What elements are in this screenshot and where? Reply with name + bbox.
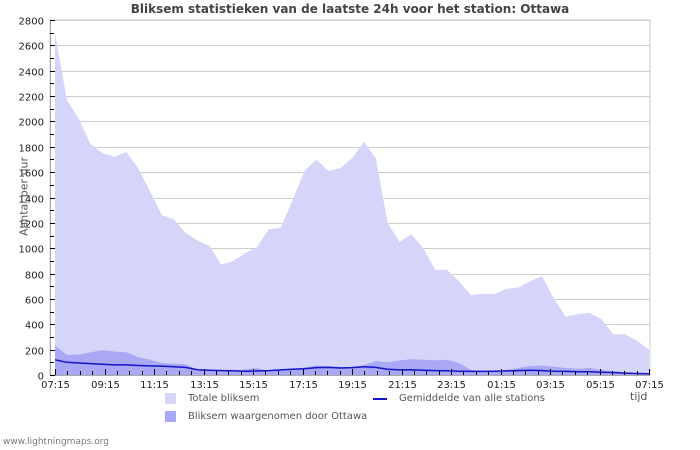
svg-text:07:15: 07:15: [41, 380, 70, 391]
svg-text:13:15: 13:15: [190, 380, 219, 391]
axes: [50, 20, 650, 376]
svg-text:09:15: 09:15: [91, 380, 120, 391]
legend-label-station: Bliksem waargenomen door Ottawa: [188, 411, 368, 422]
legend-swatch-station: [165, 411, 176, 422]
svg-text:400: 400: [25, 321, 44, 332]
svg-text:1200: 1200: [19, 220, 44, 231]
svg-text:23:15: 23:15: [437, 380, 466, 391]
svg-text:1400: 1400: [19, 195, 44, 206]
legend-item-average: Gemiddelde van alle stations: [373, 393, 545, 404]
legend-label-average: Gemiddelde van alle stations: [399, 393, 545, 404]
legend-item-total: Totale bliksem: [165, 393, 259, 404]
svg-text:1000: 1000: [19, 245, 44, 256]
svg-text:2800: 2800: [19, 17, 44, 28]
svg-text:2600: 2600: [19, 42, 44, 53]
x-axis-ticks: 07:15 09:15 11:15 13:15 15:15 17:15 19:15 21:15…: [41, 369, 664, 391]
svg-text:17:15: 17:15: [289, 380, 318, 391]
svg-text:07:15: 07:15: [635, 380, 664, 391]
svg-text:05:15: 05:15: [586, 380, 615, 391]
legend-swatch-total: [165, 393, 176, 404]
svg-text:15:15: 15:15: [239, 380, 268, 391]
svg-text:200: 200: [25, 347, 44, 358]
svg-text:1800: 1800: [19, 144, 44, 155]
chart-title: Bliksem statistieken van de laatste 24h …: [130, 2, 570, 16]
svg-text:03:15: 03:15: [536, 380, 565, 391]
legend-item-station: Bliksem waargenomen door Ottawa: [165, 411, 367, 422]
legend-label-total: Totale bliksem: [188, 393, 260, 404]
svg-text:2400: 2400: [19, 68, 44, 79]
svg-text:21:15: 21:15: [388, 380, 417, 391]
svg-text:2000: 2000: [19, 118, 44, 129]
y-axis-ticks: 0 200 400 600 800 1000 1200 1400 1600 1800 2000 220…: [19, 17, 55, 383]
svg-text:1600: 1600: [19, 169, 44, 180]
svg-text:600: 600: [25, 296, 44, 307]
svg-text:2200: 2200: [19, 93, 44, 104]
y-axis-title: Aantal per uur: [17, 156, 31, 237]
footer-link[interactable]: www.lightningmaps.org: [3, 437, 109, 447]
legend-line-average: [373, 397, 387, 400]
svg-text:800: 800: [25, 271, 44, 282]
total-lightning-area: [55, 32, 649, 375]
x-axis-title: tijd: [630, 390, 648, 403]
svg-text:11:15: 11:15: [140, 380, 169, 391]
svg-text:0: 0: [38, 372, 44, 383]
svg-text:01:15: 01:15: [487, 380, 516, 391]
svg-text:19:15: 19:15: [338, 380, 367, 391]
